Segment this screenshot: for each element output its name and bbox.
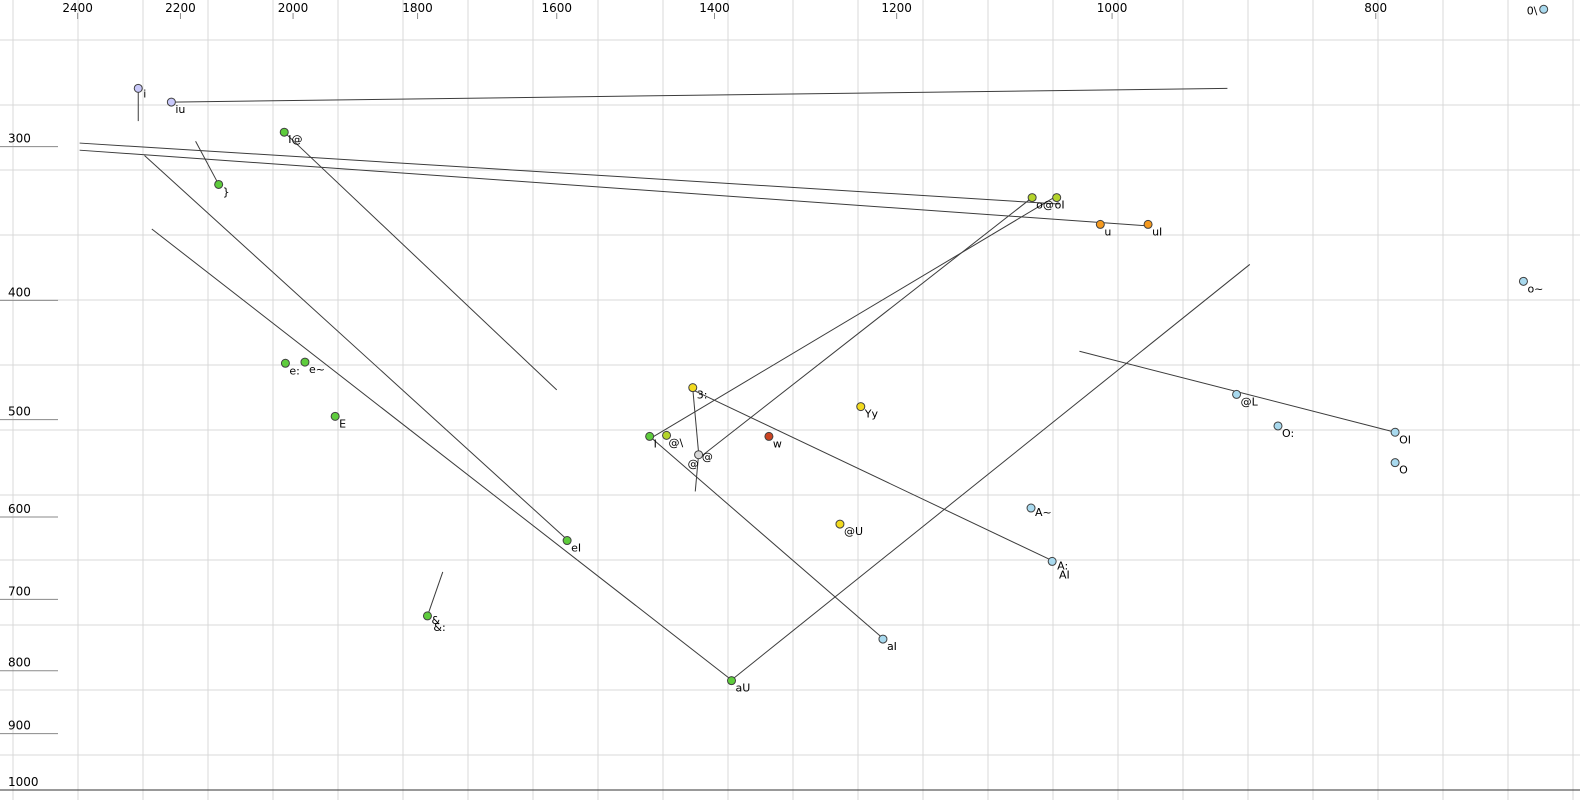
- vowel-point-aU[interactable]: [727, 676, 737, 686]
- vowel-point-w[interactable]: [764, 431, 774, 441]
- trajectory-line-AI-up-left: [692, 389, 1056, 563]
- vowel-label: w: [773, 437, 782, 450]
- y-axis-tick-label: 500: [8, 405, 31, 419]
- trajectory-line-fan-to-eI: [144, 155, 568, 541]
- trajectory-line-3:-to-@: [692, 388, 700, 453]
- trajectory-line-iu-trajectory: [171, 87, 1228, 103]
- vowel-point-uI[interactable]: [1143, 219, 1153, 229]
- x-axis-tick-label: 800: [1364, 1, 1387, 15]
- vowel-point-iu[interactable]: [166, 97, 176, 107]
- vowel-label: E: [339, 417, 346, 430]
- vowel-point-Yy[interactable]: [856, 402, 866, 412]
- vowel-label: o~: [1527, 282, 1543, 295]
- trajectory-line-left-long-1: [79, 142, 1059, 205]
- vowel-point-@U[interactable]: [835, 519, 845, 529]
- x-axis-tick-label: 1600: [541, 1, 572, 15]
- vowel-point-e~[interactable]: [300, 357, 310, 367]
- y-axis-tick-label: 300: [8, 132, 31, 146]
- x-axis-tick-label: 1000: [1097, 1, 1128, 15]
- trajectory-line-fan-to-aU: [151, 228, 732, 681]
- vowel-label: }: [223, 185, 230, 198]
- trajectory-line-oI-to-I: [651, 195, 1057, 438]
- x-axis-tick-label: 1800: [402, 1, 433, 15]
- trajectory-line-o@-to-center: [701, 197, 1033, 457]
- trajectory-line-aI-to-I: [649, 436, 884, 639]
- vowel-point-oI[interactable]: [1052, 193, 1062, 203]
- y-axis-tick-label: 800: [8, 656, 31, 670]
- vowel-point-I[interactable]: [645, 431, 655, 441]
- vowel-point-eI[interactable]: [562, 536, 572, 546]
- vowel-label: o@: [1036, 199, 1054, 212]
- vowel-label: aI: [887, 640, 897, 653]
- vowel-label: 3:: [697, 389, 708, 402]
- vowel-label: e~: [309, 363, 325, 376]
- vowel-label: O: [1399, 464, 1408, 477]
- x-axis-tick-label: 1400: [699, 1, 730, 15]
- vowel-point-&[interactable]: [422, 611, 432, 621]
- vowel-point-u[interactable]: [1095, 219, 1105, 229]
- trajectory-line-brace-tail: [195, 141, 220, 185]
- vowel-label: A:: [1057, 559, 1068, 572]
- extra-label: @: [702, 451, 713, 464]
- vowel-label: @\: [669, 436, 684, 449]
- x-axis-tick-label: 1200: [881, 1, 912, 15]
- vowel-label: oI: [1055, 199, 1065, 212]
- x-axis-tick-label: 2200: [165, 1, 196, 15]
- vowel-label: aU: [736, 682, 751, 695]
- vowel-label: uI: [1152, 225, 1162, 238]
- extra-label: &:: [433, 621, 445, 634]
- vowel-point-@\[interactable]: [662, 430, 672, 440]
- y-axis-tick-label: 1000: [8, 775, 39, 789]
- vowel-label: O:: [1282, 427, 1294, 440]
- vowel-label: eI: [571, 542, 581, 555]
- vowel-point-3:[interactable]: [688, 383, 698, 393]
- vowel-point-e:[interactable]: [280, 358, 290, 368]
- vowel-point-O:[interactable]: [1273, 421, 1283, 431]
- vowel-label: u: [1104, 225, 1111, 238]
- y-axis-tick-label: 700: [8, 584, 31, 598]
- vowel-point-@[interactable]: [694, 450, 704, 460]
- vowel-point-0\[interactable]: [1539, 4, 1549, 14]
- vowel-label: I: [654, 437, 657, 450]
- x-axis-tick-label: 2000: [278, 1, 309, 15]
- vowel-point-@L[interactable]: [1232, 389, 1242, 399]
- vowel-label: i: [143, 87, 146, 100]
- vowel-label: A~: [1035, 506, 1052, 519]
- trajectory-line-&-tail: [426, 571, 444, 617]
- vowel-label: 0\: [1527, 4, 1538, 17]
- trajectory-line-left-long-2: [79, 149, 1150, 227]
- trajectory-line-I@-trajectory: [283, 131, 558, 391]
- extra-label: AI: [1059, 568, 1070, 581]
- vowel-point-A~[interactable]: [1026, 503, 1036, 513]
- y-axis-tick-label: 400: [8, 285, 31, 299]
- vowel-label: e:: [289, 364, 299, 377]
- x-axis-tick-label: 2400: [62, 1, 93, 15]
- vowel-label: OI: [1399, 433, 1411, 446]
- vowel-point-aI[interactable]: [878, 634, 888, 644]
- vowel-label: iu: [175, 103, 185, 116]
- vowel-point-A:[interactable]: [1047, 556, 1057, 566]
- vowel-point-E[interactable]: [330, 411, 340, 421]
- vowel-label: @L: [1241, 395, 1259, 408]
- vowel-point-I@[interactable]: [279, 127, 289, 137]
- y-axis-tick-label: 600: [8, 502, 31, 516]
- vowel-label: I@: [288, 133, 302, 146]
- trajectory-line-aU-up-right: [731, 264, 1251, 681]
- vowel-label: &: [431, 614, 440, 627]
- vowel-label: Yy: [864, 408, 879, 421]
- vowel-point-}[interactable]: [214, 179, 224, 189]
- y-axis-tick-label: 900: [8, 719, 31, 733]
- vowel-point-o~[interactable]: [1518, 276, 1528, 286]
- trajectory-line-@-tail: [694, 454, 700, 492]
- vowel-point-O[interactable]: [1390, 458, 1400, 468]
- vowel-point-OI[interactable]: [1390, 427, 1400, 437]
- vowel-point-i[interactable]: [133, 83, 143, 93]
- vowel-label: @: [688, 458, 699, 471]
- vowel-label: @U: [844, 525, 863, 538]
- vowel-point-o@[interactable]: [1027, 193, 1037, 203]
